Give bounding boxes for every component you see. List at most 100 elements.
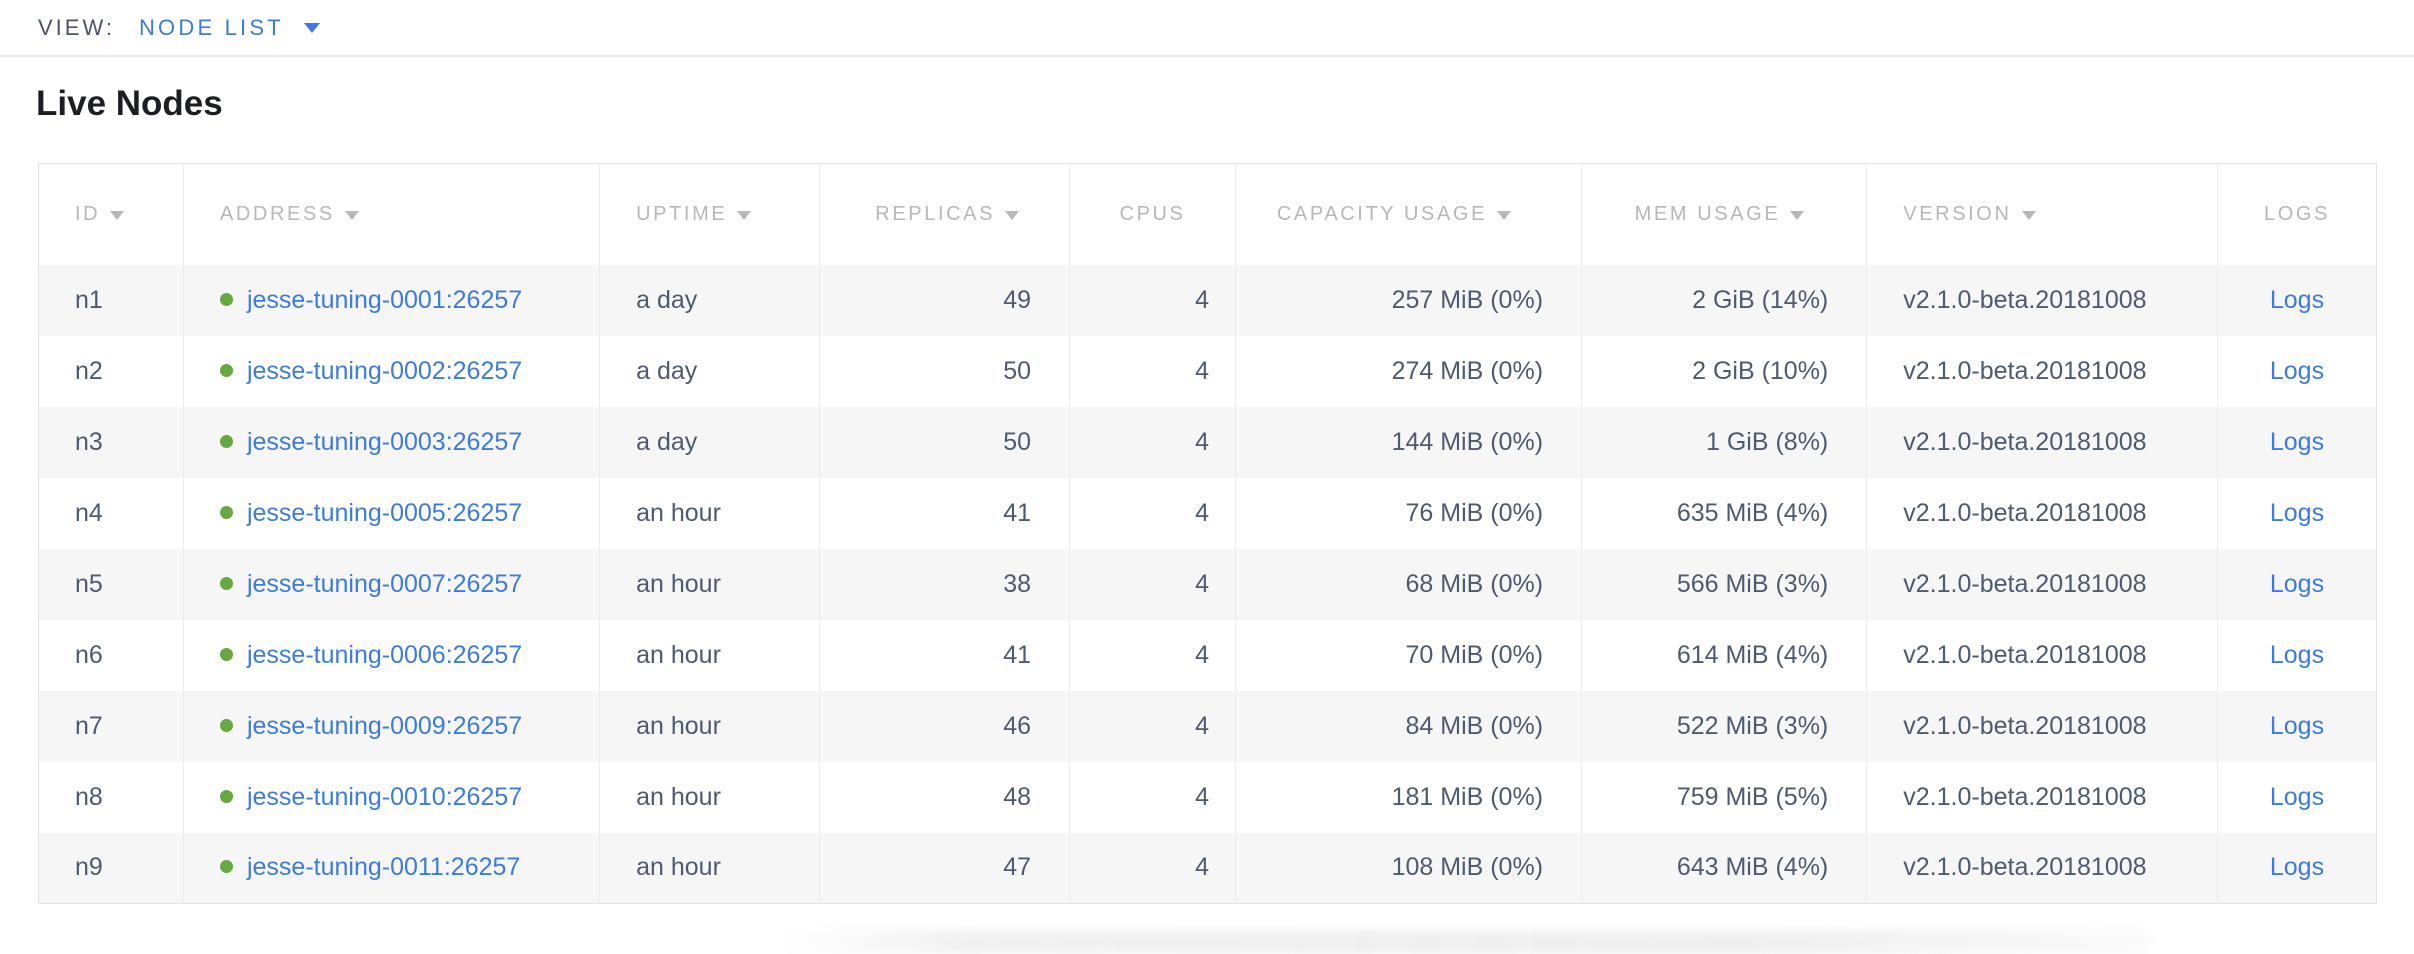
cell-logs: Logs: [2216, 335, 2377, 407]
column-header-uptime[interactable]: UPTIME: [599, 163, 820, 265]
cell-replicas: 41: [818, 477, 1070, 549]
cell-version: v2.1.0-beta.20181008: [1866, 477, 2218, 549]
cell-address: jesse-tuning-0010:26257: [182, 761, 600, 833]
node-healthy-icon: [219, 576, 233, 590]
logs-link[interactable]: Logs: [2269, 569, 2325, 598]
column-header-label: MEM USAGE: [1634, 202, 1781, 225]
cell-uptime: an hour: [599, 690, 820, 762]
view-selected-value: NODE LIST: [138, 14, 284, 40]
cell-version: v2.1.0-beta.20181008: [1866, 264, 2218, 336]
cell-replicas: 50: [818, 406, 1070, 478]
cell-address: jesse-tuning-0011:26257: [182, 832, 600, 904]
cell-replicas: 47: [818, 832, 1070, 904]
cell-logs: Logs: [2216, 264, 2377, 336]
column-header-label: ID: [75, 202, 101, 225]
column-header-version[interactable]: VERSION: [1866, 163, 2218, 265]
cell-id: n8: [75, 782, 103, 811]
node-address-link[interactable]: jesse-tuning-0005:26257: [246, 498, 523, 527]
node-address-link[interactable]: jesse-tuning-0006:26257: [246, 640, 523, 669]
cell-id: n5: [75, 569, 103, 598]
table-row: n8 jesse-tuning-0010:26257 an hour 48 4 181 M…: [38, 761, 2377, 833]
cell-uptime: an hour: [599, 761, 820, 833]
node-address-link[interactable]: jesse-tuning-0011:26257: [246, 853, 521, 882]
cell-uptime: an hour: [599, 832, 820, 904]
view-label: VIEW:: [38, 14, 115, 40]
cell-uptime: a day: [599, 264, 820, 336]
cell-replicas: 46: [818, 690, 1070, 762]
cell-address: jesse-tuning-0009:26257: [182, 690, 600, 762]
node-address-link[interactable]: jesse-tuning-0001:26257: [246, 285, 523, 314]
cell-capacity: 84 MiB (0%): [1235, 690, 1582, 762]
node-address-link[interactable]: jesse-tuning-0003:26257: [246, 427, 523, 456]
cell-capacity: 181 MiB (0%): [1235, 761, 1582, 833]
logs-link[interactable]: Logs: [2269, 285, 2325, 314]
cell-capacity: 76 MiB (0%): [1235, 477, 1582, 549]
logs-link[interactable]: Logs: [2269, 640, 2325, 669]
column-header-id[interactable]: ID: [38, 163, 184, 265]
sort-desc-icon: [1005, 210, 1020, 220]
logs-link[interactable]: Logs: [2269, 498, 2325, 527]
logs-link[interactable]: Logs: [2269, 427, 2325, 456]
chevron-down-icon: [303, 22, 320, 33]
cell-mem: 522 MiB (3%): [1581, 690, 1867, 762]
logs-link[interactable]: Logs: [2269, 356, 2325, 385]
node-address-link[interactable]: jesse-tuning-0007:26257: [246, 569, 523, 598]
cell-address: jesse-tuning-0005:26257: [182, 477, 600, 549]
cell-id: n1: [75, 285, 103, 314]
logs-link[interactable]: Logs: [2269, 853, 2325, 882]
cell-cpus: 4: [1069, 477, 1236, 549]
cell-version: v2.1.0-beta.20181008: [1866, 619, 2218, 691]
node-address-link[interactable]: jesse-tuning-0010:26257: [246, 782, 523, 811]
column-header-address[interactable]: ADDRESS: [182, 163, 600, 265]
column-header-cpus: CPUS: [1069, 163, 1236, 265]
sort-desc-icon: [110, 210, 125, 220]
column-header-label: ADDRESS: [219, 202, 335, 225]
cell-uptime: a day: [599, 335, 820, 407]
cell-uptime: an hour: [599, 619, 820, 691]
cell-capacity: 108 MiB (0%): [1235, 832, 1582, 904]
cell-address: jesse-tuning-0006:26257: [182, 619, 600, 691]
cell-capacity: 68 MiB (0%): [1235, 548, 1582, 620]
cell-id: n2: [75, 356, 103, 385]
cell-id: n3: [75, 427, 103, 456]
node-healthy-icon: [219, 789, 233, 803]
node-address-link[interactable]: jesse-tuning-0002:26257: [246, 356, 523, 385]
table-row: n1 jesse-tuning-0001:26257 a day 49 4 257 MiB…: [38, 264, 2377, 336]
column-header-label: UPTIME: [636, 202, 728, 225]
cell-replicas: 49: [818, 264, 1070, 336]
logs-link[interactable]: Logs: [2269, 711, 2325, 740]
column-header-logs: LOGS: [2216, 163, 2377, 265]
column-header-label: CPUS: [1119, 202, 1186, 225]
cell-mem: 759 MiB (5%): [1581, 761, 1867, 833]
cell-address: jesse-tuning-0001:26257: [182, 264, 600, 336]
cell-cpus: 4: [1069, 619, 1236, 691]
cell-mem: 635 MiB (4%): [1581, 477, 1867, 549]
live-nodes-table: ID ADDRESS UPTIME REPLICAS CPUS CAPACITY USAG…: [38, 163, 2377, 904]
cell-version: v2.1.0-beta.20181008: [1866, 548, 2218, 620]
cell-mem: 2 GiB (14%): [1581, 264, 1867, 336]
column-header-capacity[interactable]: CAPACITY USAGE: [1235, 163, 1582, 265]
cell-replicas: 50: [818, 335, 1070, 407]
column-header-mem[interactable]: MEM USAGE: [1581, 163, 1867, 265]
cell-id: n6: [75, 640, 103, 669]
table-header: ID ADDRESS UPTIME REPLICAS CPUS CAPACITY USAG…: [38, 163, 2377, 265]
view-selector-dropdown[interactable]: NODE LIST: [139, 15, 320, 41]
column-header-replicas[interactable]: REPLICAS: [818, 163, 1070, 265]
cell-logs: Logs: [2216, 690, 2377, 762]
cell-capacity: 144 MiB (0%): [1235, 406, 1582, 478]
column-header-label: CAPACITY USAGE: [1276, 202, 1488, 225]
table-row: n6 jesse-tuning-0006:26257 an hour 41 4 70 Mi…: [38, 619, 2377, 691]
cell-version: v2.1.0-beta.20181008: [1866, 832, 2218, 904]
node-healthy-icon: [219, 718, 233, 732]
cell-replicas: 38: [818, 548, 1070, 620]
cell-mem: 2 GiB (10%): [1581, 335, 1867, 407]
cell-address: jesse-tuning-0002:26257: [182, 335, 600, 407]
cell-logs: Logs: [2216, 548, 2377, 620]
table-row: n9 jesse-tuning-0011:26257 an hour 47 4 108 M…: [38, 832, 2377, 904]
cell-logs: Logs: [2216, 832, 2377, 904]
cell-version: v2.1.0-beta.20181008: [1866, 690, 2218, 762]
logs-link[interactable]: Logs: [2269, 782, 2325, 811]
table-header-row: ID ADDRESS UPTIME REPLICAS CPUS CAPACITY USAG…: [38, 163, 2377, 265]
sort-desc-icon: [1497, 210, 1512, 220]
node-address-link[interactable]: jesse-tuning-0009:26257: [246, 711, 523, 740]
